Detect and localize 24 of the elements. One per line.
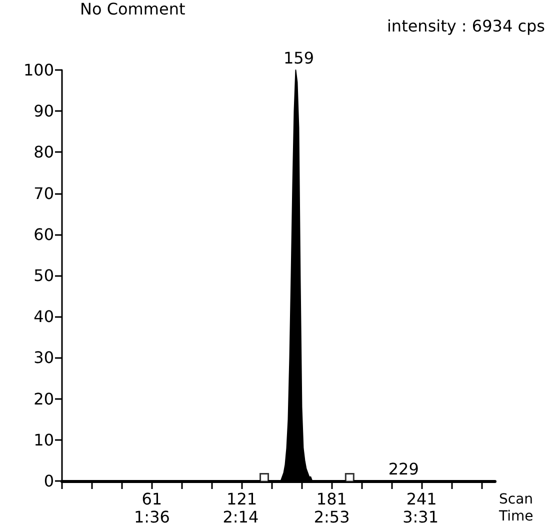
y-tick-label: 40 [34,307,54,326]
annotation: 229 [388,460,419,478]
y-tick-label: 80 [34,142,54,162]
x2-tick-label: 2:53 [314,508,350,526]
y-tick-label: 100 [23,60,54,80]
y-tick-label: 50 [34,266,54,285]
y-tick-label: 90 [34,102,54,121]
x-tick-label: 241 [406,490,437,508]
y-tick-label: 0 [44,472,54,490]
y-tick-label: 10 [34,430,54,450]
x-tick-label: 181 [316,490,347,508]
x-tick-label: 61 [142,490,162,508]
text: intensity : 6934 cps [386,16,546,36]
y-tick-label: 70 [34,184,54,203]
y-tick-label: 20 [34,389,54,408]
x2-tick-label: 3:31 [402,508,439,526]
x2-tick-label: 2:14 [222,508,259,526]
x-axis-title: Scan Time [498,492,534,524]
text: No Comment [80,0,186,18]
y-tick-label: 60 [34,224,54,244]
x2-tick-label: 1:36 [134,508,170,526]
x-tick-label: 121 [226,490,258,508]
annotation: 159 [283,48,314,68]
y-tick-label: 30 [34,348,54,368]
